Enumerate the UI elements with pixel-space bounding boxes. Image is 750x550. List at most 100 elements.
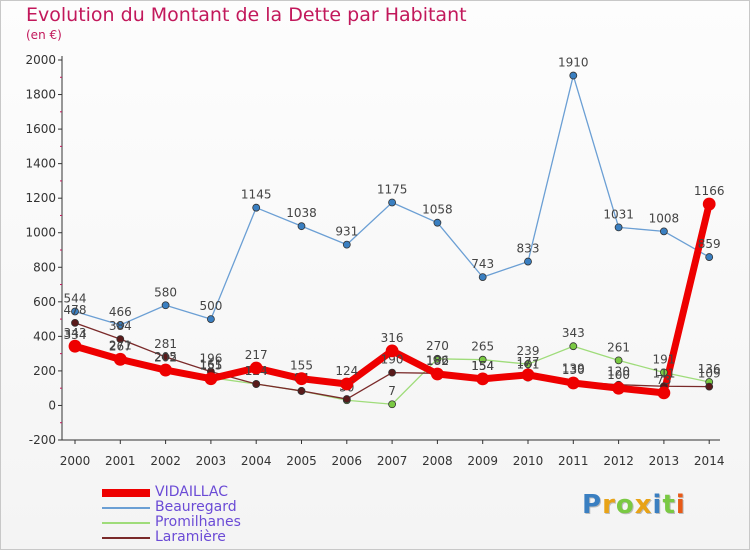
- data-label-laramire: 384: [109, 319, 132, 333]
- x-tick-label: 2007: [377, 454, 408, 468]
- y-tick-label: 2000: [25, 53, 56, 67]
- data-label-laramire: 139: [562, 361, 585, 375]
- data-point-beauregard: [342, 240, 351, 249]
- data-point-beauregard: [705, 253, 714, 261]
- data-label-vidaillac: 130: [562, 363, 585, 377]
- data-label-promilhanes: 7: [388, 384, 396, 398]
- data-point-vidaillac: [113, 352, 127, 366]
- data-label-laramire: 109: [698, 367, 721, 381]
- data-point-vidaillac: [657, 386, 671, 400]
- data-label-vidaillac: 182: [426, 354, 449, 368]
- data-label-beauregard: 544: [64, 291, 87, 305]
- data-point-beauregard: [433, 218, 442, 227]
- data-label-beauregard: 1175: [377, 183, 408, 197]
- x-tick-label: 2009: [467, 454, 498, 468]
- x-tick-label: 2013: [649, 454, 680, 468]
- x-tick-label: 2010: [513, 454, 544, 468]
- data-point-promilhanes: [478, 355, 487, 364]
- data-label-vidaillac: 205: [154, 350, 177, 364]
- data-label-vidaillac: 155: [290, 359, 313, 373]
- x-tick-label: 2011: [558, 454, 589, 468]
- proxiti-logo: Proxiti: [582, 490, 686, 520]
- data-label-vidaillac: 177: [517, 355, 540, 369]
- data-label-promilhanes: 261: [607, 340, 630, 354]
- data-point-beauregard: [116, 321, 125, 329]
- data-label-vidaillac: 217: [245, 348, 268, 362]
- data-point-beauregard: [388, 198, 397, 207]
- data-point-beauregard: [660, 227, 668, 236]
- y-tick-label: 400: [33, 329, 56, 343]
- data-label-vidaillac: 155: [199, 359, 222, 373]
- y-tick-label: 600: [33, 295, 56, 309]
- data-point-laramire: [252, 380, 261, 388]
- data-label-laramire: 120: [607, 365, 630, 379]
- data-point-beauregard: [478, 273, 487, 282]
- data-label-promilhanes: 239: [517, 344, 540, 358]
- data-point-beauregard: [161, 301, 170, 310]
- data-point-laramire: [71, 318, 79, 327]
- data-label-vidaillac: 267: [109, 339, 132, 353]
- data-point-vidaillac: [204, 372, 218, 386]
- data-label-promilhanes: 265: [471, 340, 494, 354]
- data-label-laramire: 111: [652, 366, 675, 380]
- data-label-promilhanes: 136: [698, 362, 721, 376]
- data-label-laramire: 478: [64, 303, 87, 317]
- data-label-beauregard: 1008: [649, 211, 680, 225]
- data-label-vidaillac: 100: [607, 368, 630, 382]
- data-point-vidaillac: [249, 361, 263, 375]
- x-tick-label: 2001: [105, 454, 136, 468]
- data-point-laramire: [116, 335, 125, 344]
- data-point-promilhanes: [614, 356, 623, 365]
- data-point-beauregard: [206, 315, 215, 323]
- chart-subtitle: (en €): [26, 28, 62, 42]
- y-tick-label: 200: [33, 364, 56, 378]
- data-point-promilhanes: [569, 342, 578, 351]
- data-label-beauregard: 1910: [558, 56, 589, 70]
- data-label-beauregard: 1031: [603, 207, 634, 221]
- data-point-vidaillac: [295, 372, 308, 386]
- legend-label-vidaillac: VIDAILLAC: [155, 484, 228, 500]
- x-tick-label: 2002: [150, 454, 181, 468]
- data-label-promilhanes: 161: [199, 358, 222, 372]
- data-point-vidaillac: [612, 381, 625, 395]
- data-label-laramire: 190: [381, 353, 404, 367]
- data-label-vidaillac: 1166: [694, 184, 725, 198]
- data-label-beauregard: 859: [698, 237, 721, 251]
- x-tick-label: 2000: [60, 454, 91, 468]
- data-label-laramire: 196: [199, 352, 222, 366]
- x-tick-label: 2005: [286, 454, 317, 468]
- data-point-beauregard: [297, 222, 306, 231]
- data-label-promilhanes: 271: [109, 339, 132, 353]
- data-label-laramire: 186: [426, 353, 449, 367]
- data-label-promilhanes: 270: [426, 339, 449, 353]
- data-point-vidaillac: [566, 376, 580, 390]
- data-label-vidaillac: 124: [335, 364, 358, 378]
- y-tick-label: -200: [29, 433, 56, 447]
- data-label-vidaillac: 343: [64, 326, 87, 340]
- data-label-beauregard: 580: [154, 285, 177, 299]
- data-point-laramire: [705, 382, 714, 391]
- data-label-vidaillac: 316: [381, 331, 404, 345]
- data-label-promilhanes: 191: [652, 352, 675, 366]
- data-label-laramire: 281: [154, 337, 177, 351]
- data-label-promilhanes: 343: [562, 326, 585, 340]
- data-label-vidaillac: 154: [471, 359, 494, 373]
- data-point-laramire: [297, 387, 306, 395]
- y-tick-label: 800: [33, 260, 56, 274]
- x-tick-label: 2008: [422, 454, 453, 468]
- data-point-laramire: [161, 353, 170, 361]
- x-tick-label: 2003: [196, 454, 227, 468]
- data-label-laramire: 154: [471, 359, 494, 373]
- x-tick-label: 2006: [332, 454, 363, 468]
- data-point-promilhanes: [660, 368, 668, 377]
- legend-label-laramiere: Laramière: [155, 529, 226, 545]
- data-point-beauregard: [524, 257, 532, 266]
- y-tick-label: 1600: [25, 122, 56, 136]
- data-point-vidaillac: [340, 377, 354, 391]
- y-tick-label: 1000: [25, 226, 56, 240]
- data-point-vidaillac: [430, 367, 444, 381]
- data-point-beauregard: [252, 203, 261, 212]
- data-point-vidaillac: [521, 368, 535, 382]
